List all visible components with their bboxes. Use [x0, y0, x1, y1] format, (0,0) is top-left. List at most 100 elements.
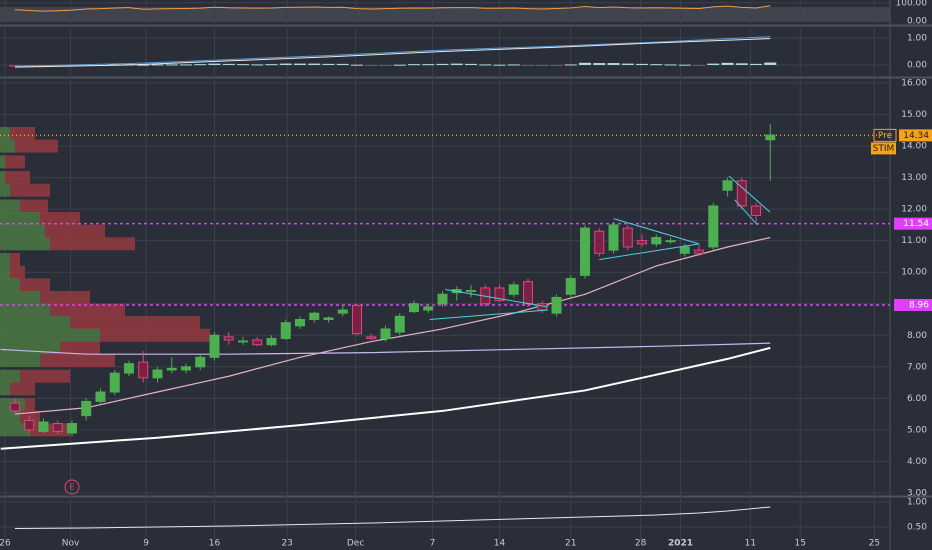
x-tick-label: 26 [0, 539, 11, 549]
macd-hist-bar [8, 64, 21, 67]
volume-up [0, 423, 30, 437]
macd-hist-bar [393, 64, 406, 66]
volume-down [50, 303, 125, 317]
macd-hist-bar [165, 64, 178, 66]
x-tick-label: Dec [347, 539, 364, 549]
symbol-label: STIM [873, 144, 895, 154]
volume-down [5, 171, 30, 185]
candle-body [594, 230, 605, 254]
candle-body [351, 304, 362, 335]
macd-hist-bar [251, 64, 264, 66]
candle-body [565, 278, 576, 295]
macd-hist-bar [735, 63, 748, 65]
candle-body [81, 400, 92, 417]
x-tick-label: 23 [281, 539, 292, 549]
candle-body [722, 180, 733, 191]
macd-hist-bar [664, 64, 677, 66]
volume-down [60, 341, 100, 355]
macd-hist-bar [236, 64, 249, 66]
moving-average [0, 346, 771, 450]
volume-up [0, 353, 40, 367]
lower-indicator-line [14, 506, 771, 529]
macd-hist-bar [308, 63, 321, 65]
trendline [734, 199, 758, 226]
candle-body [736, 180, 747, 207]
candle-body [622, 227, 633, 248]
volume-up [0, 155, 5, 169]
trendline [445, 289, 549, 308]
rsi-line [14, 5, 771, 12]
symbol-box [871, 142, 896, 155]
macd-hist-bar [607, 63, 620, 65]
candle-body [637, 240, 648, 245]
volume-up [0, 237, 50, 251]
y-tick-label: 15.00 [901, 110, 927, 120]
candle-body [751, 205, 762, 216]
macd-hist-bar [465, 63, 478, 65]
x-tick-label: 15 [794, 539, 805, 549]
x-tick-label: 21 [565, 539, 576, 549]
level-tag: Pre [878, 131, 893, 141]
volume-down [40, 353, 115, 367]
volume-up [0, 171, 5, 185]
y-tick-label: 0.00 [907, 17, 927, 27]
macd-hist-bar [350, 64, 363, 66]
x-tick-label: 28 [635, 539, 647, 549]
candle-body [765, 134, 776, 141]
trendline [599, 243, 700, 261]
event-label: E [69, 483, 74, 492]
volume-down [70, 316, 200, 330]
volume-up [0, 369, 20, 383]
x-tick-label: 25 [869, 539, 880, 549]
candle-body [608, 224, 619, 251]
volume-up [0, 290, 40, 304]
macd-hist-bar [265, 64, 278, 66]
candle-body [337, 309, 348, 314]
y-tick-label: 5.00 [907, 425, 927, 435]
macd-hist-bar [479, 64, 492, 66]
y-tick-label: 12.00 [901, 205, 927, 215]
candle-body [24, 419, 35, 431]
candle-body [708, 205, 719, 248]
volume-down [10, 382, 35, 396]
macd-hist-bar [721, 62, 734, 65]
volume-up [0, 199, 20, 213]
macd-hist-bar [137, 64, 150, 66]
volume-up [0, 278, 20, 292]
level-tag-box [873, 128, 897, 142]
y-tick-label: 100.00 [896, 0, 928, 8]
candle-body [466, 289, 477, 292]
y-tick-label: 3.00 [907, 488, 927, 498]
candle-body [138, 361, 149, 379]
volume-down [10, 265, 25, 279]
volume-up [0, 341, 60, 355]
volume-down [20, 369, 70, 383]
candle-body [152, 369, 163, 379]
volume-up [0, 265, 10, 279]
macd-line [14, 38, 771, 68]
macd-hist-bar [707, 63, 720, 65]
macd-hist-bar [693, 64, 706, 66]
macd-hist-bar [208, 63, 221, 65]
y-tick-label: 0.50 [907, 523, 927, 533]
candle-body [523, 281, 534, 305]
candle-body [409, 303, 420, 313]
volume-up [0, 139, 15, 153]
volume-up [0, 410, 20, 424]
macd-hist-bar [422, 64, 435, 66]
x-tick-label: 11 [745, 539, 756, 549]
volume-down [40, 290, 90, 304]
macd-hist-bar [179, 64, 192, 66]
y-tick-label: 13.00 [901, 173, 927, 183]
y-tick-label: 7.00 [907, 362, 927, 372]
y-tick-label: 1.00 [907, 498, 927, 508]
volume-up [0, 316, 70, 330]
x-tick-label: 9 [143, 539, 149, 549]
candle-body [223, 336, 234, 341]
candle-body [66, 423, 77, 434]
candle-body [52, 423, 63, 432]
candle-body [109, 372, 120, 393]
macd-hist-bar [450, 63, 463, 65]
volume-up [0, 224, 45, 238]
